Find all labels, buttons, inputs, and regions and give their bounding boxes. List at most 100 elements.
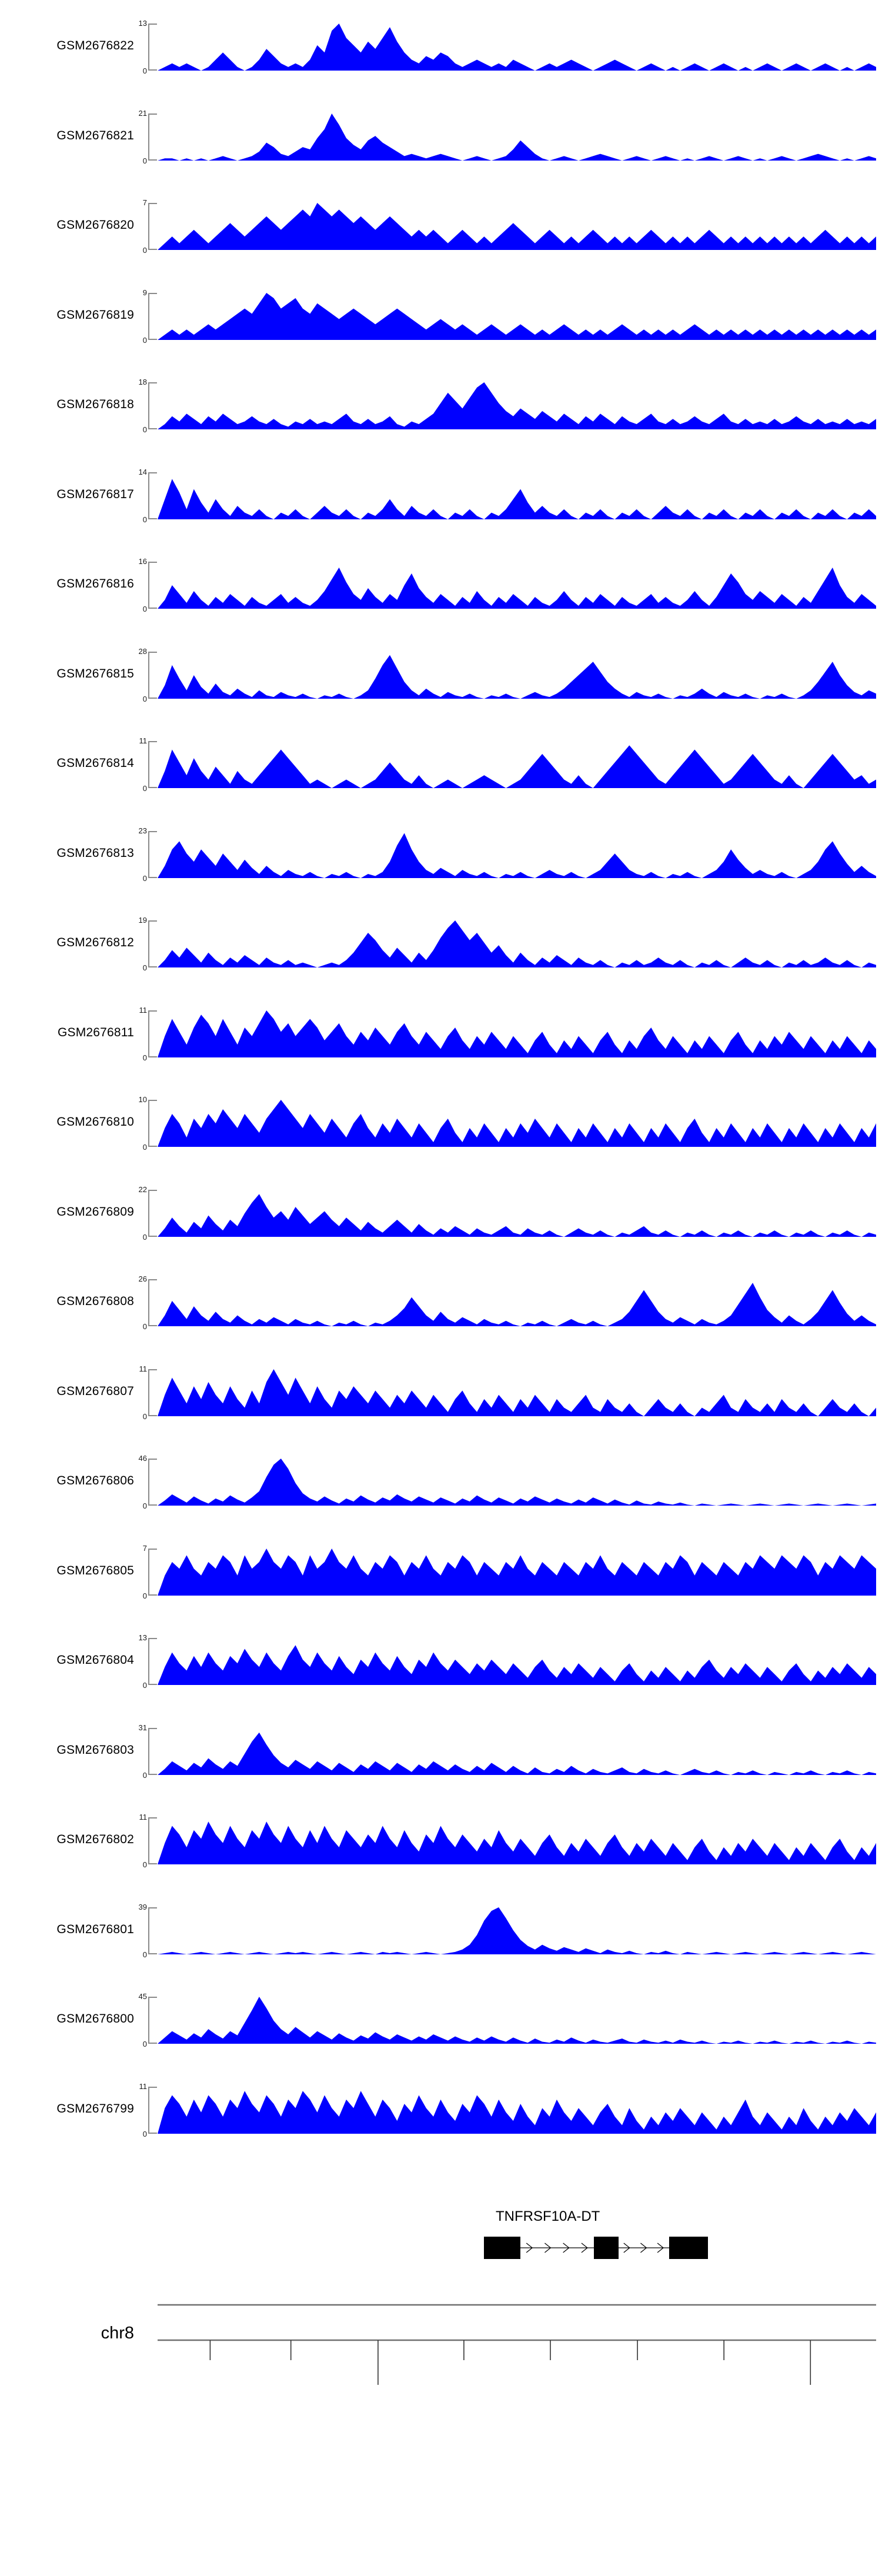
- coverage-plot[interactable]: [158, 1638, 876, 1685]
- y-axis-max-label: 11: [139, 1364, 148, 1373]
- coverage-plot[interactable]: [158, 1728, 876, 1775]
- y-axis-bracket: [148, 1638, 158, 1685]
- coverage-plot[interactable]: [158, 2087, 876, 2134]
- y-axis-min-label: 0: [142, 784, 147, 793]
- coverage-plot[interactable]: [158, 1907, 876, 1954]
- y-axis: 11 0: [136, 1813, 158, 1869]
- y-axis-min-label: 0: [142, 694, 147, 703]
- track-label-gsm2676820: GSM2676820: [56, 218, 134, 232]
- y-axis-min-label: 0: [142, 873, 147, 883]
- coverage-plot[interactable]: [158, 741, 876, 788]
- track-label-gsm2676814: GSM2676814: [56, 756, 134, 770]
- track-label-gsm2676812: GSM2676812: [56, 936, 134, 949]
- track-label-gsm2676810: GSM2676810: [56, 1115, 134, 1129]
- y-axis-max-label: 11: [139, 1813, 148, 1821]
- coverage-plot[interactable]: [158, 1548, 876, 1596]
- y-axis-min-label: 0: [142, 1681, 147, 1690]
- coverage-plot[interactable]: [158, 652, 876, 699]
- y-axis: 19 0: [136, 916, 158, 972]
- coverage-track: GSM2676819 9 0: [0, 288, 882, 345]
- y-axis-min-label: 0: [142, 2040, 147, 2048]
- track-label-gsm2676805: GSM2676805: [56, 1563, 134, 1577]
- y-axis: 13 0: [136, 1633, 158, 1690]
- y-axis-max-label: 7: [142, 1543, 147, 1553]
- y-axis-min-label: 0: [142, 1232, 147, 1242]
- y-axis-bracket: [148, 203, 158, 250]
- y-axis-min-label: 0: [142, 335, 147, 345]
- coverage-plot[interactable]: [158, 1190, 876, 1237]
- gene-model[interactable]: [158, 2233, 876, 2263]
- track-label-gsm2676801: GSM2676801: [56, 1922, 134, 1936]
- coverage-plot[interactable]: [158, 292, 876, 340]
- coverage-track: GSM2676809 22 0: [0, 1185, 882, 1242]
- coverage-track: GSM2676815 28 0: [0, 647, 882, 703]
- y-axis: 11 0: [136, 1006, 158, 1062]
- y-axis-min-label: 0: [142, 605, 147, 613]
- track-label-gsm2676819: GSM2676819: [56, 308, 134, 322]
- track-label-gsm2676822: GSM2676822: [56, 39, 134, 52]
- y-axis-bracket: [148, 24, 158, 71]
- y-axis-bracket: [148, 113, 158, 161]
- y-axis-min-label: 0: [142, 1053, 147, 1062]
- coverage-plot[interactable]: [158, 472, 876, 519]
- gene-name-label: TNFRSF10A-DT: [496, 2208, 600, 2224]
- coverage-plot[interactable]: [158, 1459, 876, 1506]
- y-axis-bracket: [148, 651, 158, 699]
- track-label-gsm2676807: GSM2676807: [56, 1384, 134, 1398]
- coverage-track: GSM2676808 26 0: [0, 1274, 882, 1331]
- y-axis-max-label: 11: [139, 2081, 148, 2091]
- y-axis-bracket: [148, 1548, 158, 1596]
- coverage-track: GSM2676803 31 0: [0, 1723, 882, 1780]
- y-axis-min-label: 0: [142, 246, 147, 255]
- y-axis-max-label: 31: [138, 1723, 147, 1732]
- coverage-track: GSM2676820 7 0: [0, 198, 882, 255]
- coverage-plot[interactable]: [158, 203, 876, 250]
- y-axis-max-label: 7: [142, 198, 147, 207]
- coverage-plot[interactable]: [158, 382, 876, 429]
- coverage-track: GSM2676821 21 0: [0, 109, 882, 165]
- coverage-plot[interactable]: [158, 1997, 876, 2044]
- track-label-gsm2676802: GSM2676802: [56, 1833, 134, 1846]
- coverage-plot[interactable]: [158, 831, 876, 878]
- y-axis-max-label: 10: [138, 1095, 147, 1104]
- y-axis-max-label: 45: [138, 1992, 147, 2001]
- y-axis: 46 0: [136, 1454, 158, 1510]
- coverage-plot[interactable]: [158, 1100, 876, 1147]
- track-label-gsm2676817: GSM2676817: [56, 487, 134, 501]
- coverage-plot[interactable]: [158, 1369, 876, 1416]
- y-axis-bracket: [148, 1010, 158, 1057]
- coverage-plot[interactable]: [158, 920, 876, 967]
- y-axis-min-label: 0: [142, 425, 147, 434]
- y-axis-min-label: 0: [142, 963, 147, 972]
- y-axis: 45 0: [136, 1992, 158, 2048]
- y-axis: 26 0: [136, 1274, 158, 1331]
- y-axis-min-label: 0: [142, 1412, 147, 1421]
- genome-ruler[interactable]: 23.22Mb23.23Mb: [158, 2297, 876, 2385]
- track-label-gsm2676811: GSM2676811: [57, 1025, 134, 1039]
- y-axis-bracket: [148, 1907, 158, 1954]
- track-label-gsm2676818: GSM2676818: [56, 398, 134, 411]
- coverage-track: GSM2676801 39 0: [0, 1903, 882, 1959]
- chromosome-label: chr8: [101, 2324, 134, 2343]
- coverage-plot[interactable]: [158, 1010, 876, 1057]
- y-axis: 16 0: [136, 557, 158, 613]
- track-label-gsm2676815: GSM2676815: [56, 666, 134, 680]
- y-axis-bracket: [148, 1100, 158, 1147]
- coverage-track: GSM2676806 46 0: [0, 1454, 882, 1510]
- y-axis-max-label: 22: [138, 1184, 147, 1194]
- coverage-track: GSM2676817 14 0: [0, 468, 882, 524]
- y-axis: 22 0: [136, 1185, 158, 1242]
- y-axis-bracket: [148, 1997, 158, 2044]
- y-axis-max-label: 23: [138, 826, 147, 835]
- y-axis-min-label: 0: [142, 1143, 147, 1152]
- coverage-plot[interactable]: [158, 562, 876, 609]
- y-axis-bracket: [148, 920, 158, 967]
- y-axis-max-label: 11: [139, 1005, 148, 1015]
- y-axis-min-label: 0: [142, 2129, 147, 2138]
- coverage-plot[interactable]: [158, 1817, 876, 1864]
- coverage-plot[interactable]: [158, 24, 876, 71]
- coverage-plot[interactable]: [158, 113, 876, 161]
- coverage-plot[interactable]: [158, 1279, 876, 1326]
